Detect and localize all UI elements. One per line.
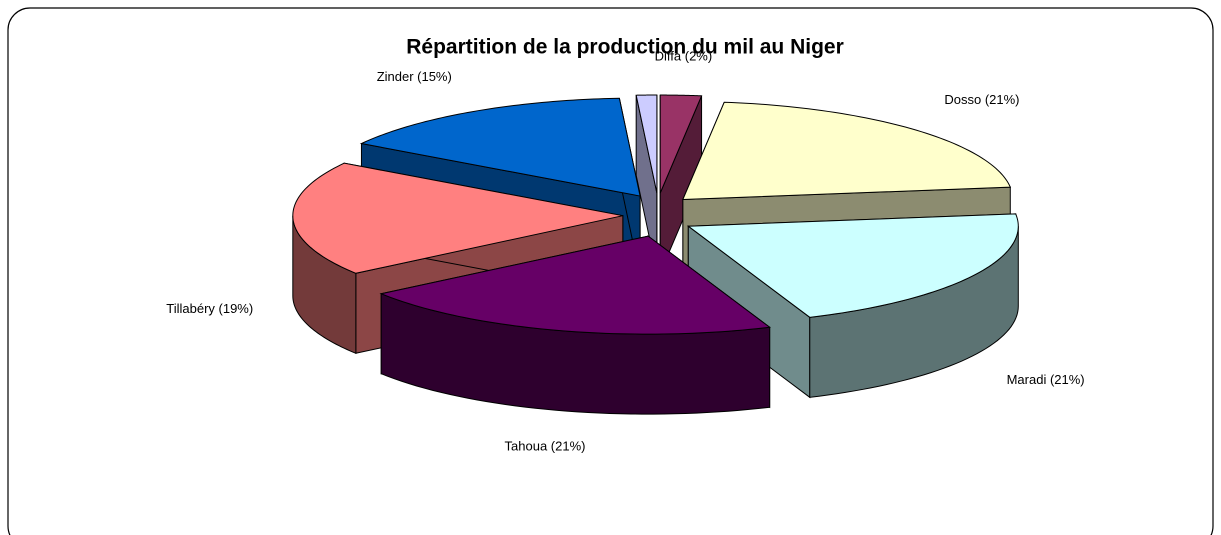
data-label: Dosso (21%): [944, 92, 1019, 107]
data-label: Maradi (21%): [1007, 372, 1085, 387]
slice-top: [635, 94, 658, 194]
slice-top: [682, 101, 1012, 200]
data-label: Zinder (15%): [377, 69, 452, 84]
slice: [379, 235, 771, 415]
data-label: Tahoua (21%): [505, 439, 586, 454]
slice: [659, 94, 703, 274]
data-label: Tillabéry (19%): [166, 301, 253, 316]
slice-top: [379, 235, 771, 335]
chart-title: Répartition de la production du mil au N…: [406, 36, 844, 59]
slice-top: [659, 94, 703, 194]
data-label: Diffa (2%): [655, 49, 713, 64]
slice-top: [686, 213, 1019, 318]
slice-top: [359, 97, 641, 197]
slice-top: [292, 162, 623, 274]
